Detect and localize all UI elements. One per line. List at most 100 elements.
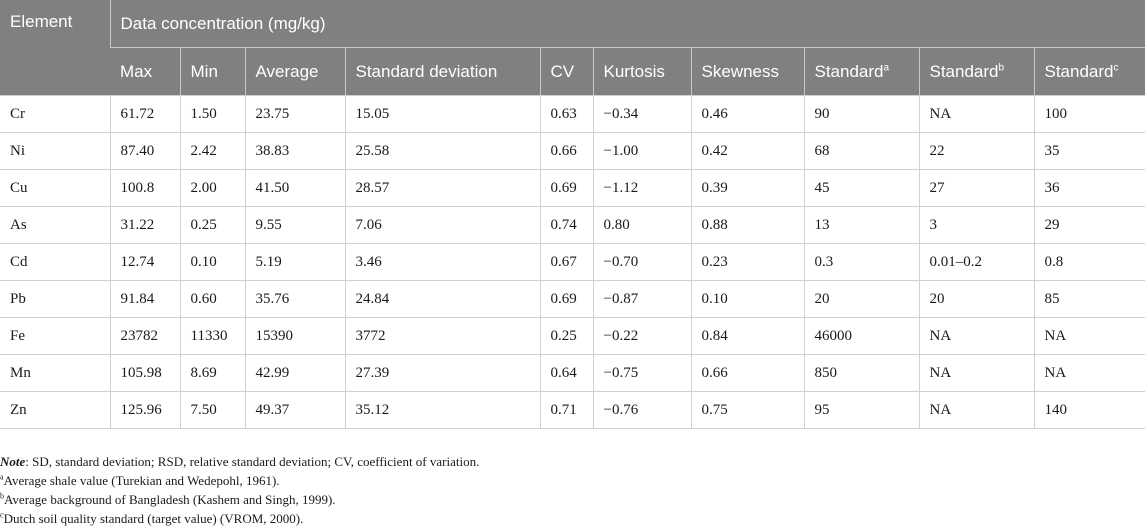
table-cell: 0.10 — [179, 243, 245, 281]
table-body: Cr 61.72 1.50 23.75 15.05 0.63 −0.34 0.46 90 NA 10… — [0, 95, 1145, 429]
table-cell: 46000 — [803, 317, 919, 355]
table-cell: 0.8 — [1033, 243, 1145, 281]
column-header-footnote-mark: c — [1113, 61, 1119, 73]
table-row: Fe 23782 11330 15390 3772 0.25 −0.22 0.84 46000 N… — [0, 317, 1145, 355]
table-cell: 90 — [803, 95, 919, 133]
column-header: CV — [539, 47, 593, 96]
table-cell: −1.12 — [592, 169, 691, 207]
table-cell: 91.84 — [109, 280, 180, 318]
table-cell: 0.74 — [539, 206, 593, 244]
table-cell: −0.22 — [592, 317, 691, 355]
column-header-label: Standard — [1044, 61, 1114, 81]
table-cell: 0.69 — [539, 280, 593, 318]
table-row: Mn 105.98 8.69 42.99 27.39 0.64 −0.75 0.66 850 NA… — [0, 354, 1145, 392]
table-cell: NA — [918, 317, 1034, 355]
table-cell: −0.34 — [592, 95, 691, 133]
table-cell: 0.10 — [690, 280, 804, 318]
table-row: Cr 61.72 1.50 23.75 15.05 0.63 −0.34 0.46 90 NA 10… — [0, 95, 1145, 133]
table-cell: 0.84 — [690, 317, 804, 355]
table-cell: 35 — [1033, 132, 1145, 170]
column-header: Standard deviation — [344, 47, 540, 96]
table-cell: 23.75 — [244, 95, 345, 133]
column-header-label: CV — [550, 61, 575, 81]
table-cell: 13 — [803, 206, 919, 244]
concentration-table: Element Data concentration (mg/kg) Max Mi… — [0, 0, 1145, 429]
table-cell: 35.76 — [244, 280, 345, 318]
table-cell: 12.74 — [109, 243, 180, 281]
table-cell: 15.05 — [344, 95, 540, 133]
table-cell: 7.06 — [344, 206, 540, 244]
footnote: cDutch soil quality standard (target val… — [0, 509, 1145, 528]
table-cell: 9.55 — [244, 206, 345, 244]
table-cell: 11330 — [179, 317, 245, 355]
table-cell: 41.50 — [244, 169, 345, 207]
note-text: : SD, standard deviation; RSD, relative … — [25, 454, 480, 469]
table-row: Ni 87.40 2.42 38.83 25.58 0.66 −1.00 0.42 68 22 35 — [0, 132, 1145, 170]
table-cell: 3 — [918, 206, 1034, 244]
element-cell: Pb — [0, 280, 110, 318]
table-cell: 0.75 — [690, 391, 804, 429]
table-cell: 0.66 — [539, 132, 593, 170]
table-cell: 95 — [803, 391, 919, 429]
table-cell: 0.23 — [690, 243, 804, 281]
note-line: Note: SD, standard deviation; RSD, relat… — [0, 452, 1145, 471]
element-cell: As — [0, 206, 110, 244]
data-concentration-group-header: Data concentration (mg/kg) — [109, 0, 1145, 48]
table-cell: 2.00 — [179, 169, 245, 207]
element-cell: Fe — [0, 317, 110, 355]
table-cell: 15390 — [244, 317, 345, 355]
table-cell: −1.00 — [592, 132, 691, 170]
table-cell: 5.19 — [244, 243, 345, 281]
table-cell: 22 — [918, 132, 1034, 170]
table-cell: 61.72 — [109, 95, 180, 133]
table-cell: 29 — [1033, 206, 1145, 244]
table-cell: 0.3 — [803, 243, 919, 281]
table-row: Zn 125.96 7.50 49.37 35.12 0.71 −0.76 0.75 95 NA 1… — [0, 391, 1145, 429]
table-cell: 0.39 — [690, 169, 804, 207]
column-header: Average — [244, 47, 345, 96]
table-cell: NA — [1033, 317, 1145, 355]
table-cell: 27 — [918, 169, 1034, 207]
table-cell: 20 — [803, 280, 919, 318]
table-cell: 0.67 — [539, 243, 593, 281]
table-row: Pb 91.84 0.60 35.76 24.84 0.69 −0.87 0.10 20 20 85 — [0, 280, 1145, 318]
column-header: Min — [179, 47, 245, 96]
table-cell: −0.87 — [592, 280, 691, 318]
footnote-text: Average background of Bangladesh (Kashem… — [4, 492, 336, 507]
table-cell: 0.66 — [690, 354, 804, 392]
table-cell: 1.50 — [179, 95, 245, 133]
column-header-footnote-mark: a — [883, 61, 890, 73]
table-notes: Note: SD, standard deviation; RSD, relat… — [0, 452, 1145, 528]
table-row: Cd 12.74 0.10 5.19 3.46 0.67 −0.70 0.23 0.3 0.01–… — [0, 243, 1145, 281]
column-header: Standardb — [918, 47, 1034, 96]
table-cell: 0.25 — [179, 206, 245, 244]
column-header-label: Standard — [929, 61, 999, 81]
table-cell: 20 — [918, 280, 1034, 318]
table-cell: NA — [1033, 354, 1145, 392]
table-cell: 2.42 — [179, 132, 245, 170]
column-header-label: Kurtosis — [603, 61, 665, 81]
header-row-group: Element Data concentration (mg/kg) — [0, 0, 1145, 96]
element-cell: Cd — [0, 243, 110, 281]
table-row: Cu 100.8 2.00 41.50 28.57 0.69 −1.12 0.39 45 27 36 — [0, 169, 1145, 207]
table-cell: 45 — [803, 169, 919, 207]
table-cell: 0.69 — [539, 169, 593, 207]
footnote-mark: b — [0, 491, 4, 501]
column-header-footnote-mark: b — [998, 61, 1005, 73]
table-cell: NA — [918, 354, 1034, 392]
table-cell: 0.46 — [690, 95, 804, 133]
note-label: Note — [0, 454, 26, 469]
table-cell: 87.40 — [109, 132, 180, 170]
table-cell: 140 — [1033, 391, 1145, 429]
element-cell: Zn — [0, 391, 110, 429]
column-header-label: Standard — [814, 61, 884, 81]
column-header-label: Average — [255, 61, 319, 81]
table-cell: 3772 — [344, 317, 540, 355]
table-cell: 105.98 — [109, 354, 180, 392]
table-cell: 7.50 — [179, 391, 245, 429]
footnote-text: Dutch soil quality standard (target valu… — [3, 511, 304, 526]
footnote: bAverage background of Bangladesh (Kashe… — [0, 490, 1145, 509]
footnote-list: aAverage shale value (Turekian and Wedep… — [0, 471, 1145, 528]
table-cell: 0.80 — [592, 206, 691, 244]
column-header: Standardc — [1033, 47, 1145, 96]
